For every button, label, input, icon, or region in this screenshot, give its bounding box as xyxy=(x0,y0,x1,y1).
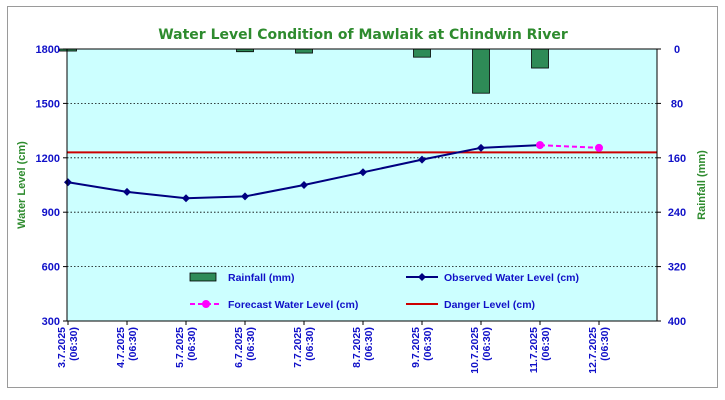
legend-label: Rainfall (mm) xyxy=(228,272,295,284)
forecast-water-level-series xyxy=(536,141,603,152)
x-tick-label: 5.7.2025 (06:30) xyxy=(174,327,198,368)
x-tick-date: 6.7.2025 xyxy=(233,327,245,368)
observed-water-level-series xyxy=(64,141,544,203)
legend: Rainfall (mm) Observed Water Level (cm) Fo… xyxy=(189,272,579,311)
right-tick-label: 0 xyxy=(674,44,680,56)
axes xyxy=(66,48,658,322)
x-tick-time: (06:30) xyxy=(68,327,80,361)
x-tick-time: (06:30) xyxy=(481,327,493,361)
rainfall-bar xyxy=(472,48,490,94)
observed-point xyxy=(477,143,485,152)
forecast-line xyxy=(539,144,600,149)
legend-label: Forecast Water Level (cm) xyxy=(228,299,358,311)
x-tick-date: 8.7.2025 xyxy=(351,327,363,368)
x-tick-label: 3.7.2025 (06:30) xyxy=(56,327,80,368)
observed-point xyxy=(418,155,426,164)
plot-border xyxy=(66,48,658,322)
observed-point xyxy=(182,194,190,203)
x-tick-date: 12.7.2025 xyxy=(587,327,599,374)
x-tick-time: (06:30) xyxy=(186,327,198,361)
right-tick-label: 320 xyxy=(668,262,686,274)
legend-item: Rainfall (mm) xyxy=(189,272,295,284)
forecast-point xyxy=(595,143,603,152)
x-tick-date: 9.7.2025 xyxy=(410,327,422,368)
observed-point xyxy=(123,187,131,196)
x-tick-time: (06:30) xyxy=(363,327,375,361)
forecast-point xyxy=(536,141,544,150)
x-tick-date: 4.7.2025 xyxy=(115,327,127,368)
left-tick-label: 1500 xyxy=(36,98,60,110)
x-tick-date: 11.7.2025 xyxy=(528,327,540,373)
right-tick-label: 160 xyxy=(668,153,686,165)
right-tick-label: 80 xyxy=(671,98,683,110)
observed-point xyxy=(300,181,308,189)
left-axis-ticks: 300 600 900 1200 1500 1800 xyxy=(36,44,67,328)
x-tick-label: 6.7.2025 (06:30) xyxy=(233,327,257,368)
rainfall-bar xyxy=(413,48,431,58)
right-tick-label: 240 xyxy=(668,207,686,219)
x-tick-date: 5.7.2025 xyxy=(174,327,186,368)
legend-swatch-rainfall xyxy=(189,272,217,282)
right-tick-label: 400 xyxy=(668,316,686,328)
left-tick-label: 1800 xyxy=(36,44,60,56)
water-level-chart: Water Level Condition of Mawlaik at Chin… xyxy=(16,27,708,374)
observed-point xyxy=(241,192,249,201)
left-tick-label: 900 xyxy=(42,207,60,219)
chart-title: Water Level Condition of Mawlaik at Chin… xyxy=(158,27,568,43)
x-tick-label: 9.7.2025 (06:30) xyxy=(410,327,434,368)
legend-marker-observed xyxy=(418,273,426,281)
x-tick-label: 4.7.2025 (06:30) xyxy=(115,327,139,368)
x-tick-time: (06:30) xyxy=(304,327,316,361)
x-tick-label: 12.7.2025 (06:30) xyxy=(587,327,611,374)
x-tick-label: 7.7.2025 (06:30) xyxy=(292,327,316,368)
legend-marker-forecast xyxy=(202,300,210,308)
x-tick-label: 11.7.2025 (06:30) xyxy=(528,327,552,373)
chart-frame: Water Level Condition of Mawlaik at Chin… xyxy=(7,6,718,388)
plot-area xyxy=(67,49,657,321)
x-tick-date: 7.7.2025 xyxy=(292,327,304,368)
legend-item: Observed Water Level (cm) xyxy=(406,272,579,284)
y-axis-left-title: Water Level (cm) xyxy=(16,141,28,229)
y-axis-right-title: Rainfall (mm) xyxy=(696,150,708,220)
observed-point xyxy=(359,168,367,177)
legend-label: Observed Water Level (cm) xyxy=(444,272,579,284)
x-tick-date: 3.7.2025 xyxy=(56,327,68,368)
x-tick-time: (06:30) xyxy=(599,327,611,361)
x-tick-date: 10.7.2025 xyxy=(469,327,481,374)
legend-item: Danger Level (cm) xyxy=(406,299,535,311)
legend-label: Danger Level (cm) xyxy=(444,299,535,311)
x-tick-label: 10.7.2025 (06:30) xyxy=(469,327,493,374)
rainfall-bar xyxy=(531,48,549,69)
x-tick-time: (06:30) xyxy=(540,327,552,361)
left-tick-label: 600 xyxy=(42,262,60,274)
left-tick-label: 300 xyxy=(42,316,60,328)
x-tick-time: (06:30) xyxy=(422,327,434,361)
right-axis-ticks: 0 80 160 240 320 400 xyxy=(657,44,686,328)
rainfall-bar xyxy=(295,48,313,54)
observed-point xyxy=(64,178,72,187)
x-tick-time: (06:30) xyxy=(127,327,139,361)
left-tick-label: 1200 xyxy=(36,153,60,165)
legend-item: Forecast Water Level (cm) xyxy=(190,299,358,311)
x-tick-label: 8.7.2025 (06:30) xyxy=(351,327,375,368)
x-tick-time: (06:30) xyxy=(245,327,257,361)
x-axis-ticks: 3.7.2025 (06:30) 4.7.2025 (06:30) 5.7.2025 (0… xyxy=(56,321,611,374)
